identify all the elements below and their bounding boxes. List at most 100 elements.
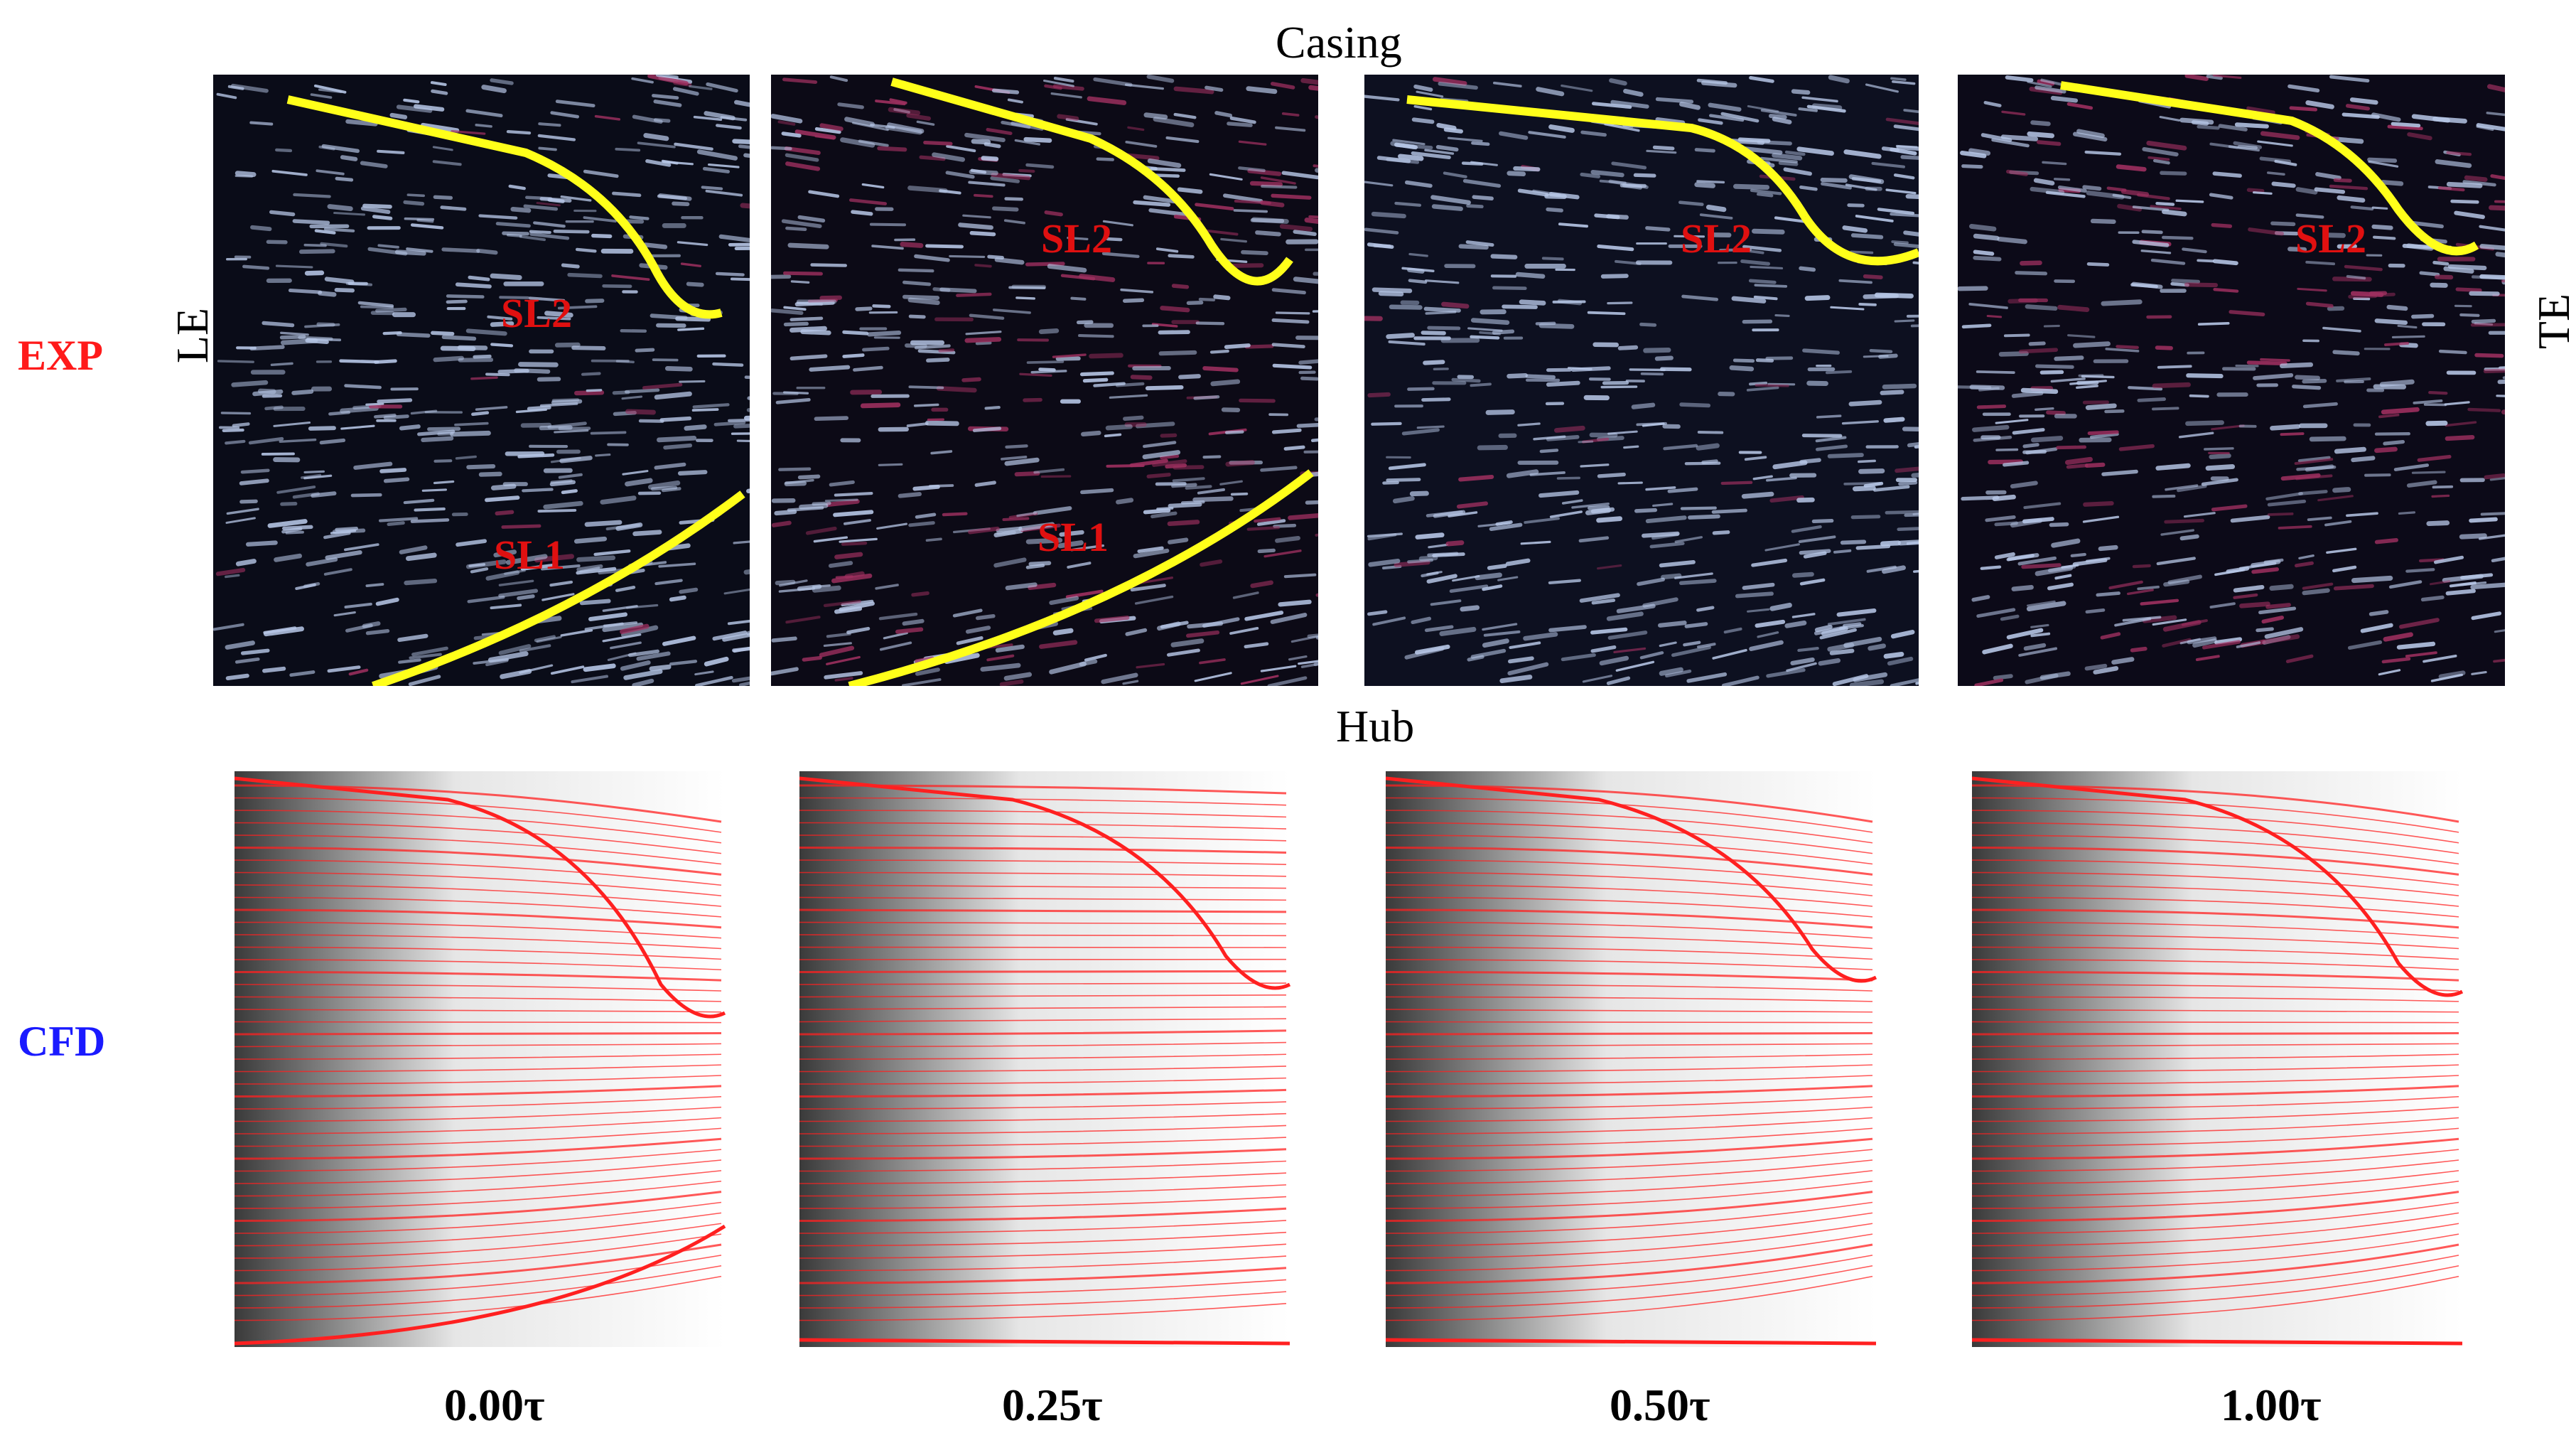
row-label-exp: EXP xyxy=(18,332,103,379)
oil-streak xyxy=(1814,626,1846,635)
oil-streak xyxy=(276,485,316,494)
oil-streak xyxy=(1392,139,1426,146)
oil-streak xyxy=(1853,672,1888,682)
oil-streak xyxy=(2260,131,2300,140)
oil-streak xyxy=(2379,379,2415,387)
oil-streak xyxy=(1982,643,2013,655)
oil-streak xyxy=(2405,568,2435,573)
oil-streak xyxy=(1173,112,1197,119)
oil-streak xyxy=(1288,513,1318,520)
streamline xyxy=(1972,797,2459,833)
oil-streak xyxy=(1520,540,1551,545)
oil-streak xyxy=(2164,518,2204,524)
oil-streak xyxy=(2391,335,2425,338)
oil-streak xyxy=(2006,628,2044,640)
streamline xyxy=(799,1160,1287,1172)
oil-streak xyxy=(715,272,745,277)
oil-streak xyxy=(1492,329,1515,335)
oil-streak xyxy=(362,621,381,628)
oil-streak xyxy=(889,98,907,104)
streamline xyxy=(1972,1223,2459,1259)
oil-streak xyxy=(231,380,269,387)
oil-streak xyxy=(520,422,552,428)
oil-streak xyxy=(1721,675,1759,686)
streamline xyxy=(1386,835,1873,865)
oil-streak xyxy=(1649,542,1685,549)
oil-streak xyxy=(1546,434,1580,441)
oil-streak xyxy=(340,155,358,161)
streamline xyxy=(799,1029,1287,1036)
oil-streak xyxy=(239,478,269,485)
oil-streak xyxy=(1283,445,1305,451)
oil-streak xyxy=(576,567,617,575)
oil-streak xyxy=(1838,279,1872,284)
oil-streak xyxy=(2022,443,2039,449)
oil-streak xyxy=(1418,555,1438,562)
oil-streak xyxy=(2214,637,2243,645)
oil-streak xyxy=(808,190,840,198)
oil-streak xyxy=(1612,124,1634,129)
oil-streak xyxy=(805,526,837,535)
oil-streak xyxy=(279,438,317,444)
oil-streak xyxy=(1482,638,1509,648)
oil-streak xyxy=(839,537,878,543)
oil-streak xyxy=(519,644,551,653)
oil-streak xyxy=(2446,181,2483,188)
oil-streak xyxy=(1961,495,2000,501)
streamline xyxy=(1972,908,2459,929)
oil-streak xyxy=(1528,131,1566,139)
annotation-sl2: SL2 xyxy=(2295,215,2366,262)
trailing-edge-label: TE xyxy=(2528,293,2576,350)
oil-streak xyxy=(2030,632,2051,638)
oil-streak xyxy=(490,78,514,85)
oil-streak xyxy=(279,334,306,340)
oil-streak xyxy=(1305,471,1318,478)
oil-streak xyxy=(1827,618,1866,626)
streamline xyxy=(1386,896,1873,918)
cfd-panel-0 xyxy=(235,771,746,1347)
oil-streak xyxy=(746,631,750,636)
streamline xyxy=(235,959,722,971)
oil-streak xyxy=(2114,617,2152,627)
oil-streak xyxy=(1105,424,1133,431)
oil-streak xyxy=(583,169,619,178)
streamline xyxy=(235,1106,722,1122)
oil-streak xyxy=(586,389,603,392)
oil-streak xyxy=(1458,474,1494,482)
oil-streak xyxy=(1667,487,1698,493)
oil-streak xyxy=(2443,266,2474,274)
oil-streak xyxy=(523,204,559,211)
oil-streak xyxy=(1606,611,1644,621)
oil-streak xyxy=(1388,463,1426,471)
cfd-image-1 xyxy=(799,771,1291,1347)
oil-streak xyxy=(1961,164,1983,169)
streamline xyxy=(1972,1243,2459,1284)
oil-streak xyxy=(623,669,663,680)
exp-panel-0: SL2 SL1 xyxy=(213,75,750,686)
oil-streak xyxy=(1791,572,1814,578)
oil-streak xyxy=(1298,359,1318,365)
oil-streak xyxy=(1293,277,1318,284)
oil-streak xyxy=(911,591,929,597)
oil-streak xyxy=(2022,517,2054,524)
oil-streak xyxy=(860,402,901,409)
oil-streak xyxy=(2298,490,2328,495)
oil-streak xyxy=(1195,321,1225,326)
oil-streak xyxy=(643,242,668,249)
oil-streak xyxy=(1548,579,1581,584)
oil-streak xyxy=(2082,185,2102,191)
oil-streak xyxy=(1659,641,1677,648)
oil-streak xyxy=(2162,209,2187,217)
streamline xyxy=(799,1066,1287,1073)
streamline xyxy=(1386,1117,1873,1134)
oil-streak xyxy=(661,159,679,165)
oil-streak xyxy=(2187,636,2217,645)
oil-streak xyxy=(1636,422,1667,426)
oil-streak xyxy=(785,153,819,162)
oil-streak xyxy=(1508,656,1534,664)
oil-streak xyxy=(981,156,999,161)
oil-streak xyxy=(1210,379,1241,387)
oil-streak xyxy=(506,233,522,237)
streamline xyxy=(1386,934,1873,950)
streamline xyxy=(799,908,1287,913)
